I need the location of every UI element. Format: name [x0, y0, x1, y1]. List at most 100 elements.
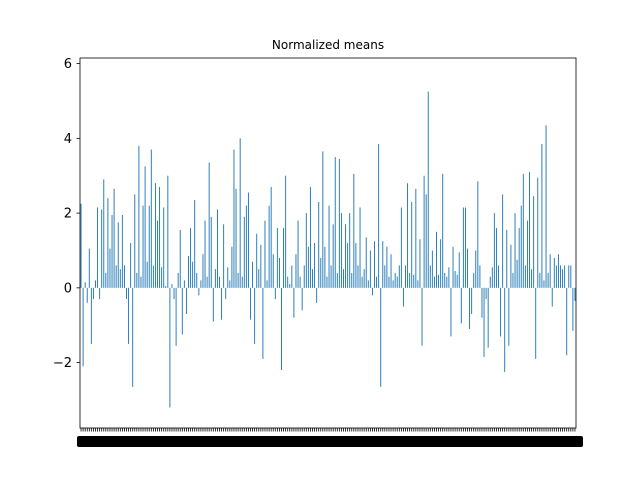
- bar: [293, 287, 295, 318]
- bar: [415, 188, 417, 288]
- bar: [526, 220, 528, 288]
- bar: [384, 265, 386, 288]
- bar: [219, 276, 220, 288]
- bar: [551, 287, 553, 307]
- bar: [531, 269, 533, 288]
- bar: [208, 162, 210, 288]
- bar: [233, 149, 235, 288]
- x-tick-label-band: [77, 436, 583, 447]
- bar: [343, 269, 344, 288]
- bar: [123, 265, 125, 288]
- bar: [458, 252, 460, 288]
- bar: [303, 265, 305, 288]
- bar: [142, 205, 144, 288]
- bar: [378, 143, 380, 288]
- bar: [194, 200, 196, 288]
- bar: [237, 272, 239, 288]
- bar: [394, 272, 396, 288]
- bar: [440, 239, 442, 288]
- y-tick-label: 2: [64, 207, 72, 222]
- bar: [175, 287, 177, 346]
- bar: [109, 248, 111, 288]
- bar: [332, 224, 334, 288]
- bar: [121, 214, 123, 288]
- bar: [562, 269, 564, 288]
- bar: [316, 287, 318, 303]
- bar: [487, 287, 489, 348]
- bar: [115, 265, 117, 288]
- bar: [206, 276, 208, 288]
- bar: [398, 265, 400, 288]
- bar: [442, 173, 444, 288]
- bar: [212, 287, 214, 322]
- bar: [427, 91, 429, 288]
- bar: [295, 254, 297, 288]
- bar: [518, 228, 520, 288]
- bar: [171, 284, 173, 288]
- bar: [489, 276, 491, 288]
- bar: [101, 209, 103, 288]
- bar: [365, 237, 367, 288]
- bar: [467, 248, 468, 288]
- bar: [154, 183, 156, 288]
- bar: [177, 272, 179, 288]
- bar: [227, 267, 229, 288]
- bar: [498, 265, 499, 288]
- bar: [539, 272, 541, 288]
- bar: [140, 276, 142, 288]
- bar: [390, 254, 392, 288]
- bar: [117, 222, 119, 288]
- bar: [493, 213, 495, 288]
- bar: [469, 287, 471, 329]
- bar: [312, 269, 313, 288]
- bar: [574, 287, 576, 301]
- bar: [204, 220, 206, 288]
- bar: [446, 276, 448, 288]
- bar: [281, 287, 282, 371]
- bar: [287, 276, 289, 288]
- bar: [353, 173, 355, 288]
- bar: [202, 254, 204, 288]
- bar: [547, 272, 549, 288]
- bar: [363, 269, 365, 288]
- bar: [452, 246, 454, 288]
- bar: [555, 265, 557, 288]
- bar: [161, 267, 163, 288]
- bar: [148, 205, 150, 288]
- bar: [214, 269, 216, 288]
- bar: [301, 287, 303, 311]
- bar: [506, 229, 508, 288]
- bar: [88, 248, 90, 288]
- bar: [200, 280, 202, 288]
- bar: [86, 287, 88, 303]
- bar: [367, 280, 369, 288]
- bar: [229, 280, 231, 288]
- bar: [533, 196, 535, 288]
- bar: [388, 276, 390, 288]
- bar: [495, 228, 497, 288]
- bar: [274, 287, 276, 300]
- y-tick-label: −2: [53, 356, 72, 371]
- bar: [239, 138, 241, 288]
- bar: [570, 265, 572, 288]
- bar: [150, 149, 152, 288]
- bar: [173, 287, 175, 300]
- bar: [256, 233, 258, 288]
- bar: [405, 265, 406, 288]
- bar: [107, 198, 109, 288]
- bar: [266, 280, 268, 288]
- bar: [258, 269, 260, 288]
- bar: [444, 272, 446, 288]
- bar: [322, 151, 324, 288]
- bar: [126, 287, 127, 300]
- bar: [95, 280, 96, 288]
- bar: [485, 287, 487, 300]
- bar: [183, 280, 185, 288]
- bar: [502, 194, 504, 288]
- bar: [504, 287, 506, 372]
- bar: [181, 287, 183, 335]
- bar-series: [80, 91, 576, 408]
- bar: [371, 287, 373, 296]
- bar: [307, 246, 309, 288]
- bar: [520, 205, 522, 288]
